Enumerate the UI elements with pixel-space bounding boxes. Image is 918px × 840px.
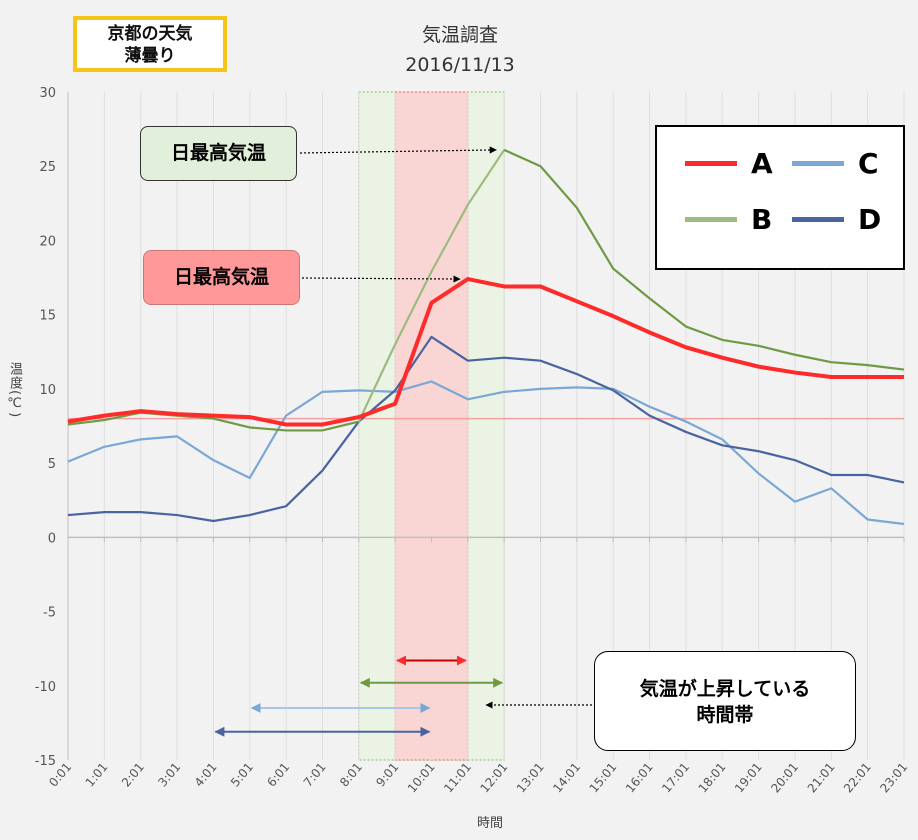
- x-tick-label: 22:01: [841, 760, 874, 795]
- x-tick-label: 10:01: [405, 760, 438, 795]
- max-pointer-b: [299, 146, 497, 154]
- x-tick-label: 15:01: [587, 760, 620, 795]
- y-tick-label: 20: [39, 234, 56, 249]
- y-tick-label: -15: [35, 754, 56, 769]
- rising-period-line1: 気温が上昇している: [639, 678, 811, 700]
- x-tick-label: 7:01: [301, 760, 329, 790]
- legend-item-d: D: [792, 203, 881, 236]
- legend-label-c: C: [858, 147, 879, 180]
- chart-title: 気温調査 2016/11/13: [360, 20, 560, 80]
- legend-item-c: C: [792, 147, 879, 180]
- y-tick-label: 15: [39, 309, 56, 324]
- series-line-a: [67, 277, 904, 427]
- y-tick-label: 10: [39, 383, 56, 398]
- x-tick-label: 17:01: [659, 760, 692, 795]
- y-tick-label: 25: [39, 160, 56, 175]
- weather-label-box: 京都の天気 薄曇り: [73, 16, 227, 72]
- chart-title-date: 2016/11/13: [405, 54, 515, 76]
- rising-period-line2: 時間帯: [696, 704, 754, 726]
- series-line-b-rise: [357, 149, 506, 423]
- legend: A C B D: [655, 125, 905, 270]
- x-tick-label: 18:01: [696, 760, 729, 795]
- x-tick-label: 4:01: [192, 760, 220, 790]
- x-tick-label: 5:01: [228, 760, 256, 790]
- max-temp-callout-b: 日最高気温: [140, 126, 297, 181]
- weather-condition-label: 薄曇り: [124, 46, 176, 66]
- legend-swatch-a: [685, 161, 737, 166]
- x-tick-label: 16:01: [623, 760, 656, 795]
- legend-swatch-b: [685, 217, 737, 222]
- x-tick-label: 11:01: [441, 760, 474, 795]
- y-tick-label: 0: [48, 531, 56, 546]
- x-tick-label: 9:01: [373, 760, 401, 790]
- legend-item-b: B: [685, 203, 772, 236]
- x-tick-label: 1:01: [83, 760, 111, 790]
- weather-city-label: 京都の天気: [107, 24, 193, 44]
- legend-label-b: B: [751, 203, 773, 236]
- x-tick-label: 2:01: [119, 760, 147, 790]
- x-tick-label: 21:01: [805, 760, 838, 795]
- series-line-c: [67, 380, 905, 526]
- x-tick-label: 20:01: [768, 760, 801, 795]
- x-tick-label: 6:01: [264, 760, 292, 790]
- series-line-d: [67, 335, 905, 523]
- x-tick-label: 3:01: [155, 760, 183, 790]
- legend-swatch-d: [792, 217, 844, 222]
- legend-label-a: A: [751, 147, 773, 180]
- x-tick-label: 14:01: [550, 760, 583, 795]
- max-temp-callout-a: 日最高気温: [143, 250, 300, 305]
- legend-label-d: D: [858, 203, 882, 236]
- x-tick-label: 13:01: [514, 760, 547, 795]
- series-line-b: [503, 148, 905, 371]
- chart-title-main: 気温調査: [421, 24, 498, 46]
- y-tick-label: -5: [43, 606, 56, 621]
- x-tick-label: 19:01: [732, 760, 765, 795]
- x-axis-title: 時間: [476, 816, 503, 831]
- x-tick-label: 8:01: [337, 760, 365, 790]
- rising-period-callout: 気温が上昇している 時間帯: [594, 651, 856, 751]
- y-tick-label: -10: [35, 680, 56, 695]
- series-line-b: [67, 411, 360, 432]
- x-tick-label: 12:01: [478, 760, 511, 795]
- x-tick-label: 23:01: [877, 760, 910, 795]
- y-tick-label: 5: [48, 457, 56, 472]
- y-axis-title: 温度(℃): [7, 362, 22, 419]
- legend-swatch-c: [792, 161, 844, 166]
- y-tick-label: 30: [39, 86, 56, 101]
- legend-item-a: A: [685, 147, 773, 180]
